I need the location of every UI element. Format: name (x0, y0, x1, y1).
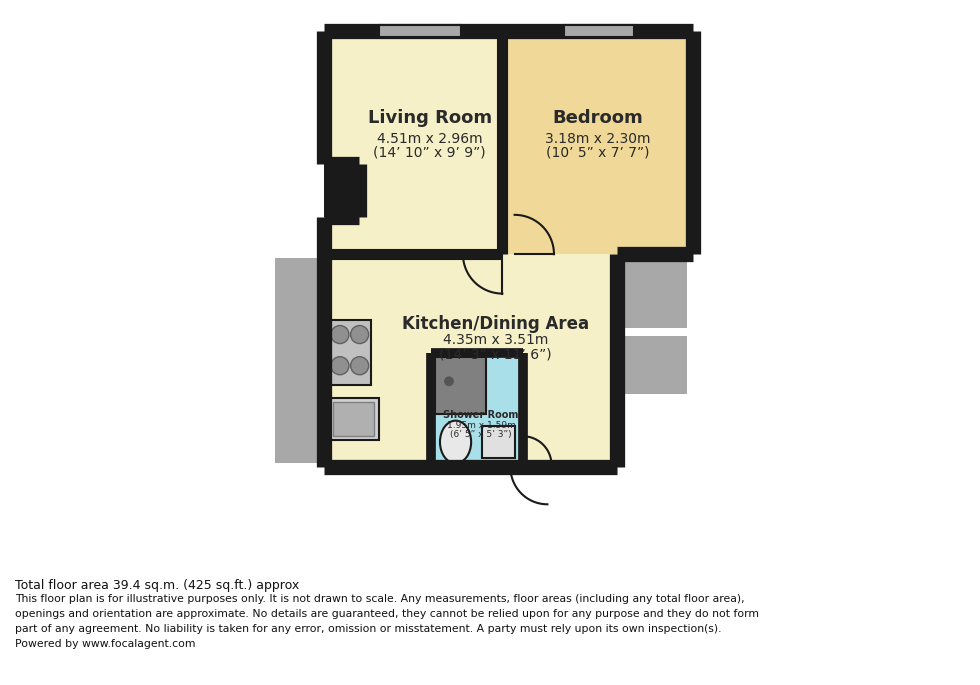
Polygon shape (324, 254, 617, 467)
Text: (6’ 5” x 5’ 3”): (6’ 5” x 5’ 3”) (450, 429, 512, 438)
Ellipse shape (440, 421, 471, 463)
Bar (333, 402, 374, 436)
Circle shape (444, 376, 454, 386)
Bar (275, 258, 320, 463)
Text: part of any agreement. No liability is taken for any error, omission or misstate: part of any agreement. No liability is t… (15, 624, 721, 634)
Polygon shape (324, 164, 359, 217)
Bar (619, 261, 687, 328)
Text: Kitchen/Dining Area: Kitchen/Dining Area (402, 315, 589, 333)
Bar (431, 353, 522, 465)
Circle shape (331, 357, 349, 375)
Polygon shape (324, 31, 503, 254)
Text: openings and orientation are approximate. No details are guaranteed, they cannot: openings and orientation are approximate… (15, 609, 759, 619)
Bar (482, 425, 514, 458)
Circle shape (331, 325, 349, 344)
Bar (435, 357, 486, 414)
Text: 1.95m x 1.59m: 1.95m x 1.59m (447, 421, 515, 429)
Bar (379, 25, 462, 37)
Bar (619, 336, 687, 394)
Bar (564, 25, 633, 37)
Circle shape (351, 357, 368, 375)
Text: (10’ 5” x 7’ 7”): (10’ 5” x 7’ 7”) (546, 145, 650, 160)
Text: Shower Room: Shower Room (443, 410, 518, 419)
Text: 4.35m x 3.51m: 4.35m x 3.51m (443, 334, 548, 347)
Circle shape (351, 325, 368, 344)
Text: (14’ 3” x 11’ 6”): (14’ 3” x 11’ 6”) (439, 347, 552, 361)
Text: Powered by www.focalagent.com: Powered by www.focalagent.com (15, 639, 195, 649)
Text: Total floor area 39.4 sq.m. (425 sq.ft.) approx: Total floor area 39.4 sq.m. (425 sq.ft.)… (15, 579, 299, 592)
Text: Living Room: Living Room (368, 109, 492, 127)
Text: (14’ 10” x 9’ 9”): (14’ 10” x 9’ 9”) (373, 145, 486, 160)
Text: 4.51m x 2.96m: 4.51m x 2.96m (377, 132, 482, 146)
Text: 3.18m x 2.30m: 3.18m x 2.30m (545, 132, 651, 146)
Bar (328, 398, 379, 440)
Text: This floor plan is for illustrative purposes only. It is not drawn to scale. Any: This floor plan is for illustrative purp… (15, 594, 745, 604)
Polygon shape (503, 31, 694, 254)
Text: Bedroom: Bedroom (553, 109, 643, 127)
Bar (328, 320, 371, 386)
